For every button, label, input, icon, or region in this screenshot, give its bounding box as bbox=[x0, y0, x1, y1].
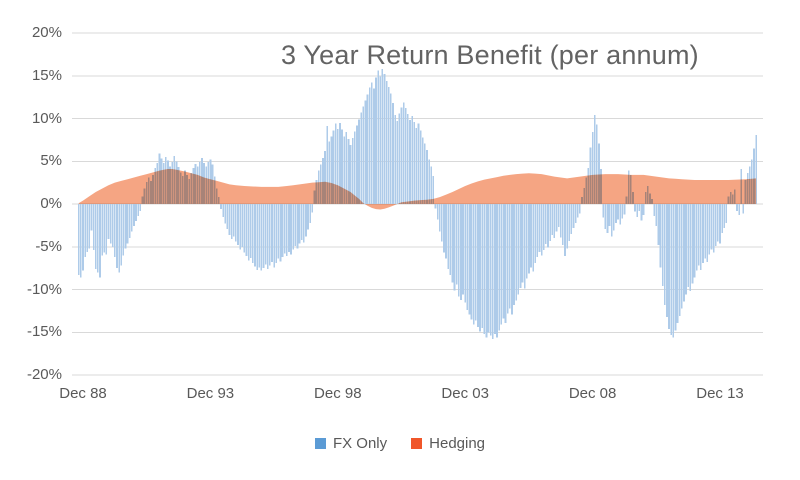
y-tick-label: 15% bbox=[31, 66, 62, 84]
y-tick-label: -20% bbox=[26, 366, 62, 383]
y-tick-label: 20% bbox=[31, 24, 62, 41]
x-tick-label: Dec 88 bbox=[59, 385, 107, 402]
x-tick-label: Dec 08 bbox=[568, 385, 617, 402]
fx-only-swatch-icon bbox=[314, 437, 326, 449]
legend-item-fx-only: FX Only bbox=[314, 434, 388, 452]
x-tick-label: Dec 03 bbox=[441, 385, 489, 402]
y-tick-label: -15% bbox=[26, 323, 62, 341]
hedging-area bbox=[78, 168, 757, 210]
legend-label-hedging: Hedging bbox=[429, 434, 486, 452]
chart-title: 3 Year Return Benefit (per annum) bbox=[281, 40, 699, 70]
chart-legend: FX Only Hedging bbox=[0, 431, 800, 455]
y-tick-label: 10% bbox=[31, 109, 62, 127]
x-tick-label: Dec 93 bbox=[186, 385, 235, 402]
y-tick-label: -10% bbox=[26, 280, 62, 298]
y-tick-label: 0% bbox=[40, 195, 62, 212]
y-tick-label: 5% bbox=[40, 152, 62, 170]
x-tick-label: Dec 98 bbox=[314, 385, 362, 402]
hedging-swatch-icon bbox=[411, 437, 423, 449]
x-tick-label: Dec 13 bbox=[696, 385, 744, 402]
legend-label-fx-only: FX Only bbox=[332, 434, 388, 452]
legend-item-hedging: Hedging bbox=[411, 435, 485, 452]
y-tick-label: -5% bbox=[35, 237, 62, 255]
